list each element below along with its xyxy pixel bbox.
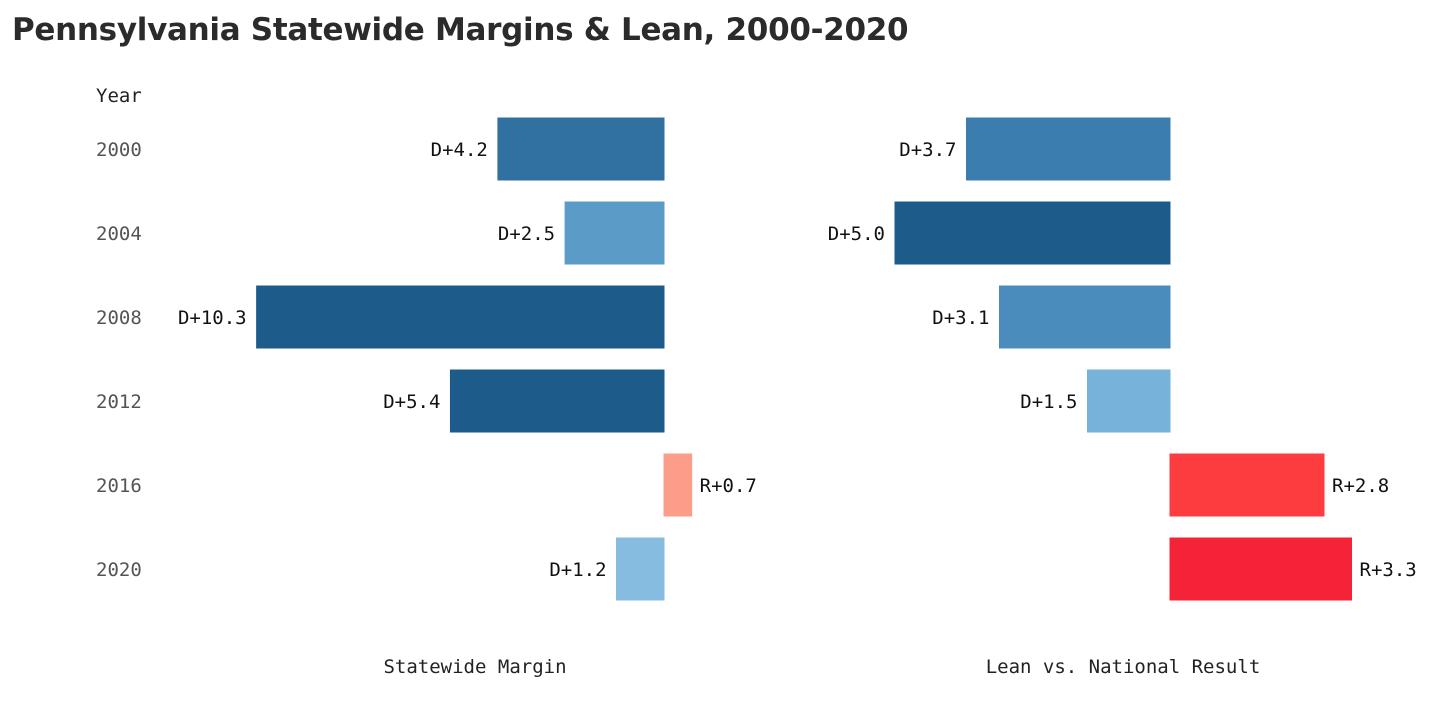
- year-label: 2000: [96, 139, 142, 161]
- bar: [966, 117, 1171, 181]
- year-label: 2008: [96, 307, 142, 329]
- bar-value-label: D+4.2: [431, 139, 488, 161]
- chart-title: Pennsylvania Statewide Margins & Lean, 2…: [12, 12, 909, 48]
- bar: [497, 117, 665, 181]
- bar-value-label: D+5.4: [383, 391, 440, 413]
- bar: [1169, 453, 1325, 517]
- bar: [616, 537, 665, 601]
- bar-value-label: D+1.2: [549, 559, 606, 581]
- bar: [663, 453, 693, 517]
- year-label: 2020: [96, 559, 142, 581]
- bar-value-label: D+10.3: [178, 307, 247, 329]
- year-label: 2016: [96, 475, 142, 497]
- bar-value-label: R+2.8: [1332, 475, 1389, 497]
- bar: [894, 201, 1171, 265]
- statewide-margin-panel: D+4.2 D+2.5 D+10.3 D+5.4 R+0.7 D+1.2: [178, 117, 757, 601]
- bar-value-label: D+5.0: [828, 223, 885, 245]
- bar-value-label: D+3.7: [899, 139, 956, 161]
- bar: [256, 285, 665, 349]
- bar: [999, 285, 1171, 349]
- year-label: 2004: [96, 223, 142, 245]
- year-column-header: Year: [96, 85, 142, 107]
- year-labels: 2000 2004 2008 2012 2016 2020: [96, 139, 142, 581]
- bar: [1087, 369, 1171, 433]
- bar: [449, 369, 665, 433]
- statewide-margin-axis-label: Statewide Margin: [383, 656, 566, 678]
- bar-value-label: D+1.5: [1020, 391, 1077, 413]
- bar: [564, 201, 665, 265]
- bar-value-label: R+0.7: [700, 475, 757, 497]
- year-label: 2012: [96, 391, 142, 413]
- lean-vs-national-panel: D+3.7 D+5.0 D+3.1 D+1.5 R+2.8 R+3.3: [828, 117, 1417, 601]
- lean-axis-label: Lean vs. National Result: [986, 656, 1261, 678]
- bar: [1169, 537, 1352, 601]
- bar-value-label: R+3.3: [1360, 559, 1417, 581]
- bar-value-label: D+2.5: [498, 223, 555, 245]
- bar-value-label: D+3.1: [932, 307, 989, 329]
